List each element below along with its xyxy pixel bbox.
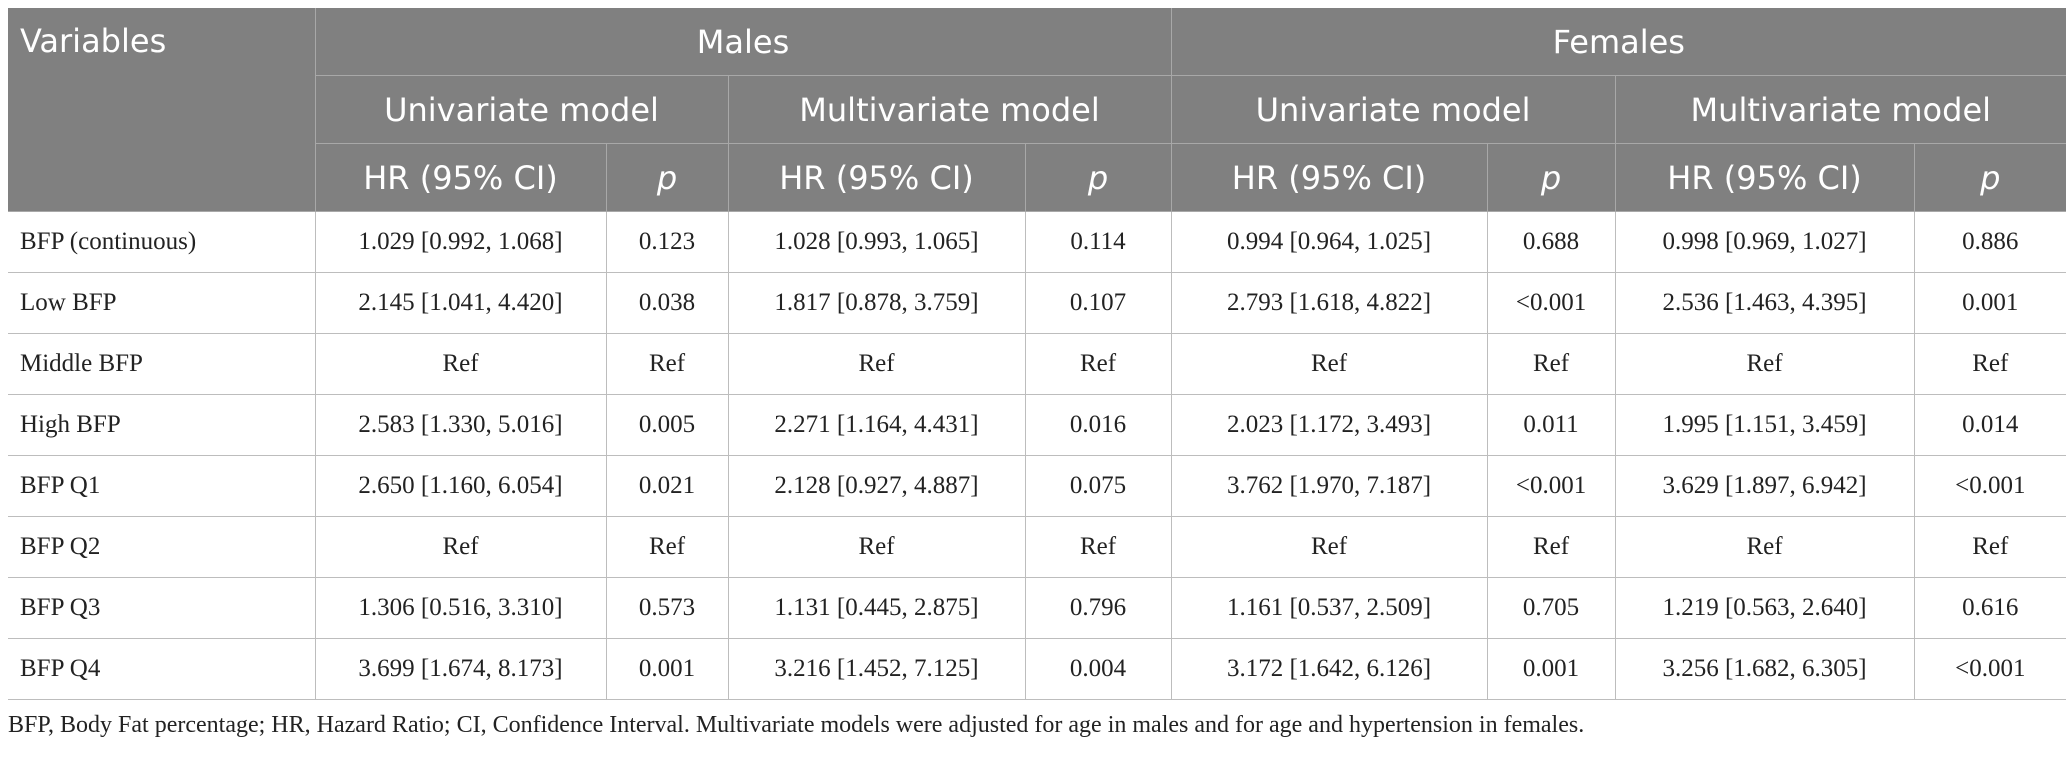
cell-hr: 1.306 [0.516, 3.310]	[314, 577, 607, 639]
cell-hr: 0.994 [0.964, 1.025]	[1170, 211, 1488, 273]
header-males-multivariate: Multivariate model	[728, 75, 1172, 144]
hazard-ratio-table: Variables Males Females Univariate model…	[8, 8, 2067, 700]
table-row: BFP Q4 3.699 [1.674, 8.173] 0.001 3.216 …	[8, 638, 2067, 700]
header-p: p	[1914, 143, 2067, 212]
cell-p: 0.796	[1024, 577, 1172, 639]
cell-p: 0.021	[605, 455, 729, 517]
cell-hr: 3.216 [1.452, 7.125]	[727, 638, 1026, 700]
cell-hr: 3.629 [1.897, 6.942]	[1614, 455, 1915, 517]
cell-p: Ref	[605, 333, 729, 395]
header-variables: Variables	[8, 8, 316, 212]
cell-p: Ref	[605, 516, 729, 578]
cell-hr: 3.256 [1.682, 6.305]	[1614, 638, 1915, 700]
table-row: BFP Q2 Ref Ref Ref Ref Ref Ref Ref Ref	[8, 516, 2067, 578]
cell-hr: Ref	[314, 333, 607, 395]
row-label: BFP Q2	[8, 516, 316, 578]
row-label: BFP (continuous)	[8, 211, 316, 273]
cell-p: 0.014	[1913, 394, 2067, 456]
header-hr: HR (95% CI)	[1615, 143, 1915, 212]
cell-hr: 2.023 [1.172, 3.493]	[1170, 394, 1488, 456]
cell-hr: Ref	[314, 516, 607, 578]
table-body: BFP (continuous) 1.029 [0.992, 1.068] 0.…	[8, 211, 2067, 700]
cell-p: 0.123	[605, 211, 729, 273]
table-row: BFP (continuous) 1.029 [0.992, 1.068] 0.…	[8, 211, 2067, 273]
cell-hr: 3.762 [1.970, 7.187]	[1170, 455, 1488, 517]
row-label: BFP Q1	[8, 455, 316, 517]
table-row: Middle BFP Ref Ref Ref Ref Ref Ref Ref R…	[8, 333, 2067, 395]
cell-hr: 3.172 [1.642, 6.126]	[1170, 638, 1488, 700]
table-row: High BFP 2.583 [1.330, 5.016] 0.005 2.27…	[8, 394, 2067, 456]
header-females: Females	[1171, 8, 2067, 76]
cell-p: <0.001	[1913, 455, 2067, 517]
header-p: p	[1487, 143, 1616, 212]
cell-hr: Ref	[727, 333, 1026, 395]
cell-hr: 0.998 [0.969, 1.027]	[1614, 211, 1915, 273]
cell-p: 0.038	[605, 272, 729, 334]
cell-hr: Ref	[1170, 333, 1488, 395]
cell-p: <0.001	[1913, 638, 2067, 700]
cell-p: 0.107	[1024, 272, 1172, 334]
cell-p: Ref	[1024, 333, 1172, 395]
row-label: BFP Q4	[8, 638, 316, 700]
header-hr: HR (95% CI)	[1171, 143, 1488, 212]
cell-p: 0.075	[1024, 455, 1172, 517]
cell-hr: 3.699 [1.674, 8.173]	[314, 638, 607, 700]
cell-hr: 2.271 [1.164, 4.431]	[727, 394, 1026, 456]
header-males: Males	[315, 8, 1172, 76]
cell-hr: 2.128 [0.927, 4.887]	[727, 455, 1026, 517]
cell-p: 0.011	[1486, 394, 1616, 456]
header-p: p	[606, 143, 729, 212]
cell-p: 0.573	[605, 577, 729, 639]
cell-hr: 1.817 [0.878, 3.759]	[727, 272, 1026, 334]
row-label: High BFP	[8, 394, 316, 456]
cell-p: 0.705	[1486, 577, 1616, 639]
cell-p: 0.688	[1486, 211, 1616, 273]
cell-p: Ref	[1024, 516, 1172, 578]
cell-hr: Ref	[1614, 516, 1915, 578]
header-males-univariate: Univariate model	[315, 75, 729, 144]
header-p: p	[1025, 143, 1172, 212]
cell-hr: 1.131 [0.445, 2.875]	[727, 577, 1026, 639]
cell-p: Ref	[1913, 516, 2067, 578]
cell-hr: 1.219 [0.563, 2.640]	[1614, 577, 1915, 639]
row-label: Low BFP	[8, 272, 316, 334]
cell-hr: 1.029 [0.992, 1.068]	[314, 211, 607, 273]
cell-p: Ref	[1486, 333, 1616, 395]
cell-p: 0.001	[605, 638, 729, 700]
cell-p: <0.001	[1486, 455, 1616, 517]
header-females-univariate: Univariate model	[1171, 75, 1616, 144]
cell-hr: 2.536 [1.463, 4.395]	[1614, 272, 1915, 334]
cell-hr: 1.995 [1.151, 3.459]	[1614, 394, 1915, 456]
cell-hr: Ref	[727, 516, 1026, 578]
cell-p: 0.005	[605, 394, 729, 456]
cell-p: 0.004	[1024, 638, 1172, 700]
cell-p: 0.001	[1913, 272, 2067, 334]
cell-hr: 2.793 [1.618, 4.822]	[1170, 272, 1488, 334]
cell-hr: Ref	[1170, 516, 1488, 578]
row-label: BFP Q3	[8, 577, 316, 639]
cell-hr: Ref	[1614, 333, 1915, 395]
table-row: Low BFP 2.145 [1.041, 4.420] 0.038 1.817…	[8, 272, 2067, 334]
table-container: Variables Males Females Univariate model…	[8, 8, 2067, 739]
cell-p: 0.886	[1913, 211, 2067, 273]
header-hr: HR (95% CI)	[728, 143, 1026, 212]
cell-hr: 1.161 [0.537, 2.509]	[1170, 577, 1488, 639]
table-row: BFP Q3 1.306 [0.516, 3.310] 0.573 1.131 …	[8, 577, 2067, 639]
cell-p: 0.616	[1913, 577, 2067, 639]
cell-p: Ref	[1913, 333, 2067, 395]
cell-p: 0.001	[1486, 638, 1616, 700]
table-row: BFP Q1 2.650 [1.160, 6.054] 0.021 2.128 …	[8, 455, 2067, 517]
cell-p: Ref	[1486, 516, 1616, 578]
cell-hr: 2.583 [1.330, 5.016]	[314, 394, 607, 456]
header-hr: HR (95% CI)	[315, 143, 607, 212]
header-females-multivariate: Multivariate model	[1615, 75, 2067, 144]
table-footnote: BFP, Body Fat percentage; HR, Hazard Rat…	[8, 712, 1585, 738]
cell-hr: 2.145 [1.041, 4.420]	[314, 272, 607, 334]
cell-p: 0.016	[1024, 394, 1172, 456]
cell-hr: 1.028 [0.993, 1.065]	[727, 211, 1026, 273]
cell-hr: 2.650 [1.160, 6.054]	[314, 455, 607, 517]
cell-p: 0.114	[1024, 211, 1172, 273]
cell-p: <0.001	[1486, 272, 1616, 334]
row-label: Middle BFP	[8, 333, 316, 395]
